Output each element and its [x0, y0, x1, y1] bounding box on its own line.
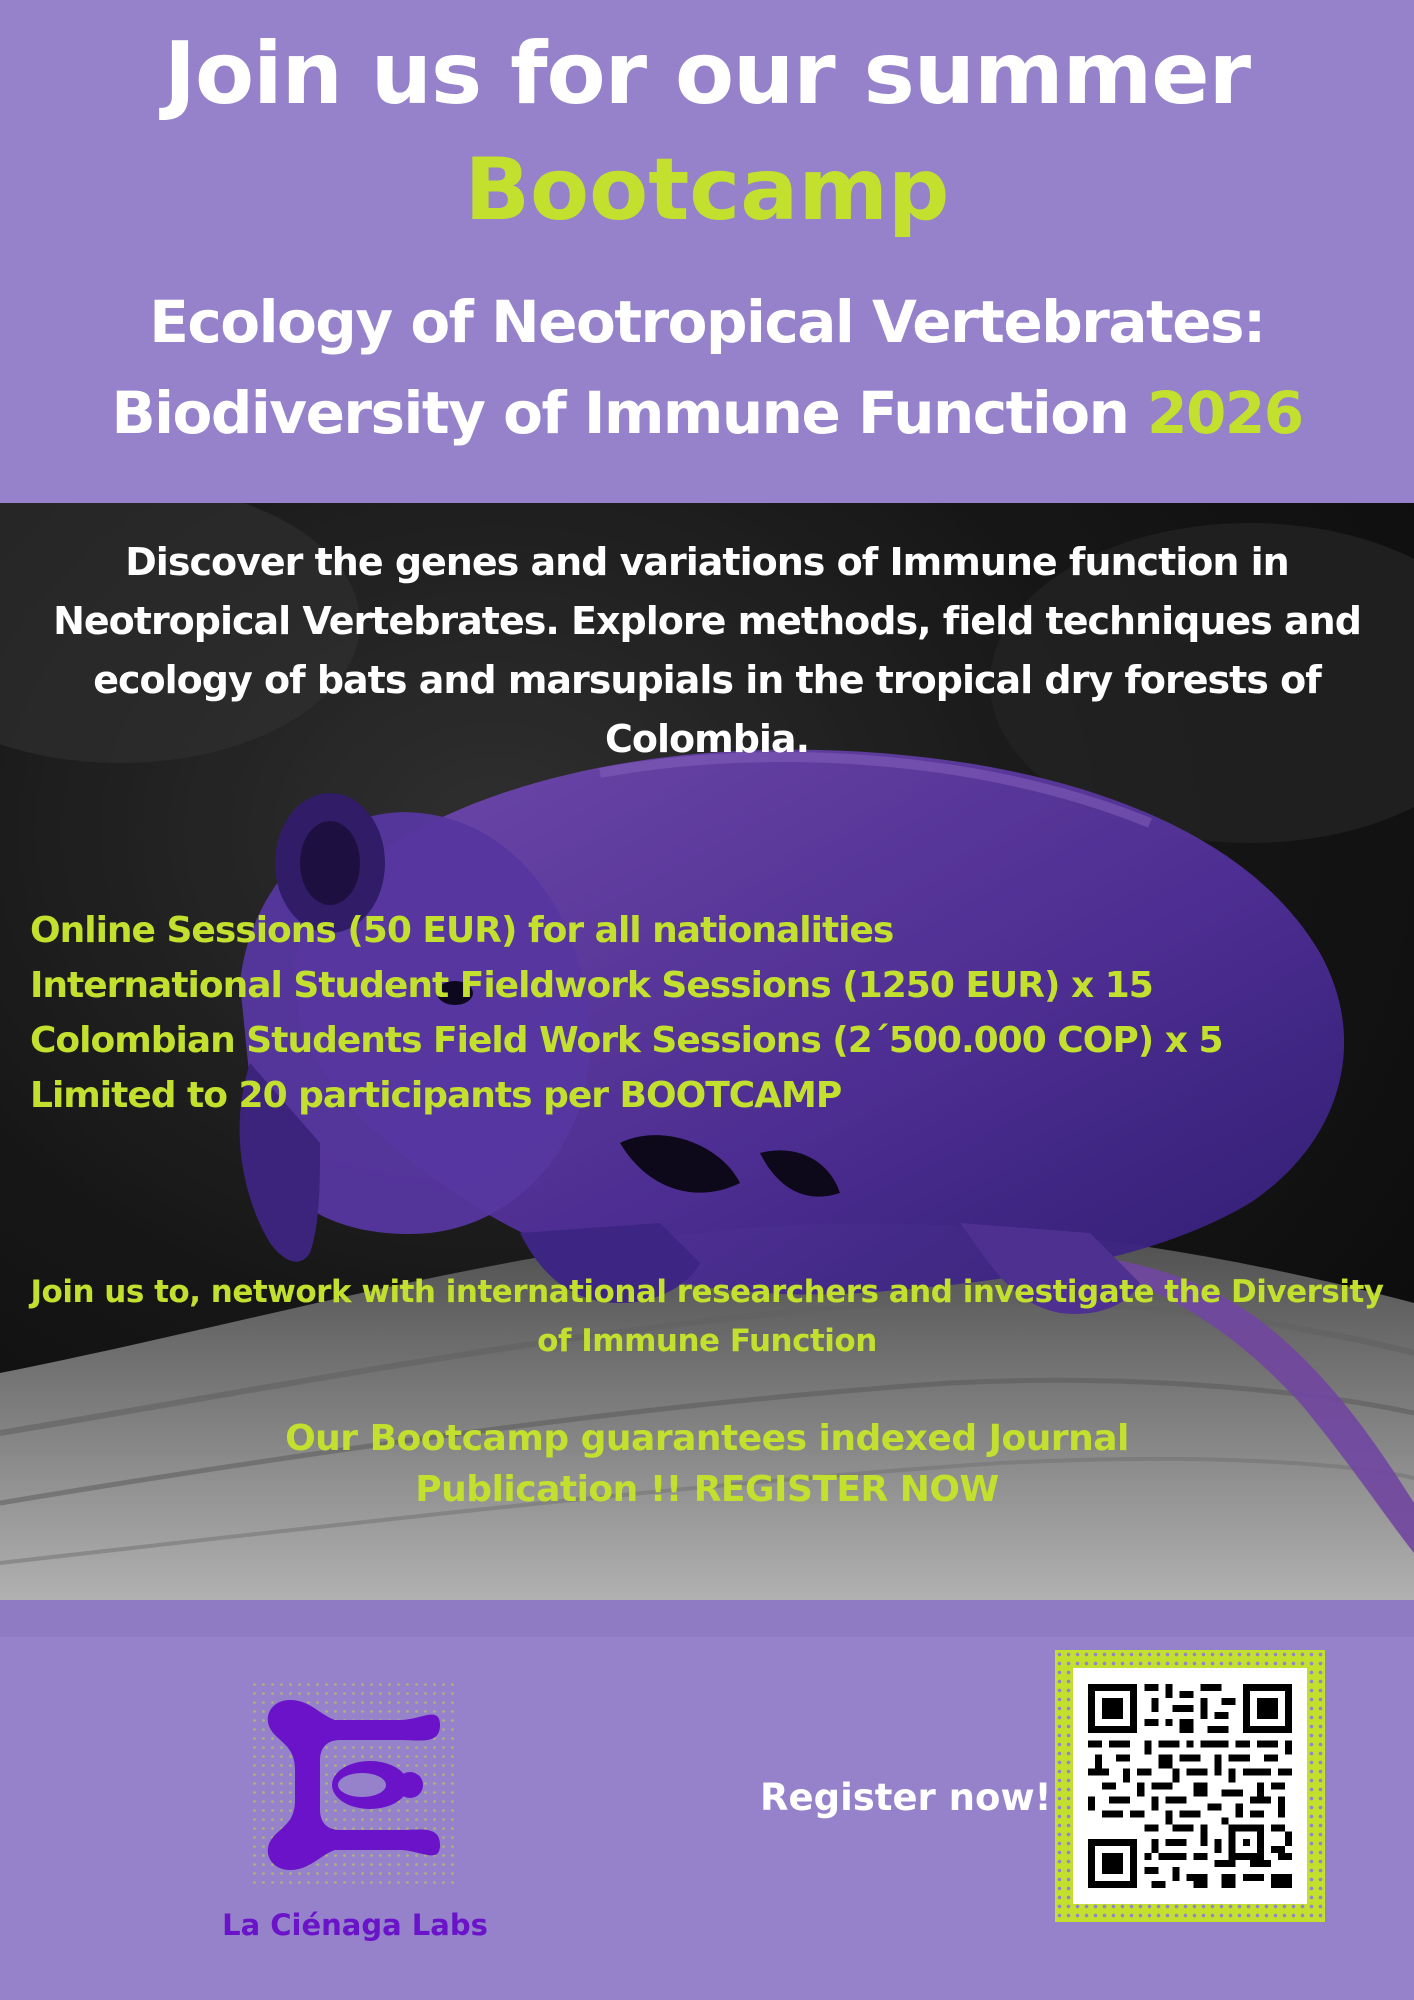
session-list: Online Sessions (50 EUR) for all nationa… [30, 903, 1400, 1123]
session-colombian: Colombian Students Field Work Sessions (… [30, 1020, 1224, 1061]
qr-code-frame[interactable] [1055, 1650, 1325, 1922]
course-title-main: Biodiversity of Immune Function [111, 379, 1148, 447]
footer-band [0, 1600, 1414, 1637]
guarantee-line2: Publication !! REGISTER NOW [415, 1469, 999, 1510]
intro-text: Discover the genes and variations of Imm… [53, 540, 1362, 761]
course-year: 2026 [1147, 379, 1304, 447]
session-online: Online Sessions (50 EUR) for all nationa… [30, 910, 894, 951]
session-limit: Limited to 20 participants per BOOTCAMP [30, 1075, 842, 1116]
course-title-line1: Ecology of Neotropical Vertebrates: [149, 288, 1266, 356]
session-international: International Student Fieldwork Sessions… [30, 965, 1154, 1006]
footer: La Ciénaga Labs Register now! [0, 1600, 1414, 2000]
course-title-line2: Biodiversity of Immune Function 2026 [0, 377, 1414, 449]
marsupial-photo [0, 503, 1414, 1600]
guarantee-line1: Our Bootcamp guarantees indexed Journal [285, 1418, 1129, 1459]
qr-code[interactable] [1088, 1684, 1292, 1888]
logo-name: La Ciénaga Labs [222, 1908, 488, 1942]
headline: Join us for our summer [164, 24, 1251, 124]
qr-code-background [1073, 1668, 1307, 1904]
guarantee-text: Our Bootcamp guarantees indexed Journal … [20, 1413, 1394, 1515]
photo-section: Discover the genes and variations of Imm… [0, 503, 1414, 1600]
bootcamp-title: Bootcamp [464, 140, 950, 240]
register-label: Register now! [760, 1776, 1052, 1819]
la-cienaga-labs-logo [250, 1680, 460, 1890]
network-text: Join us to, network with international r… [30, 1274, 1384, 1359]
header: Join us for our summer Bootcamp Ecology … [0, 0, 1414, 503]
